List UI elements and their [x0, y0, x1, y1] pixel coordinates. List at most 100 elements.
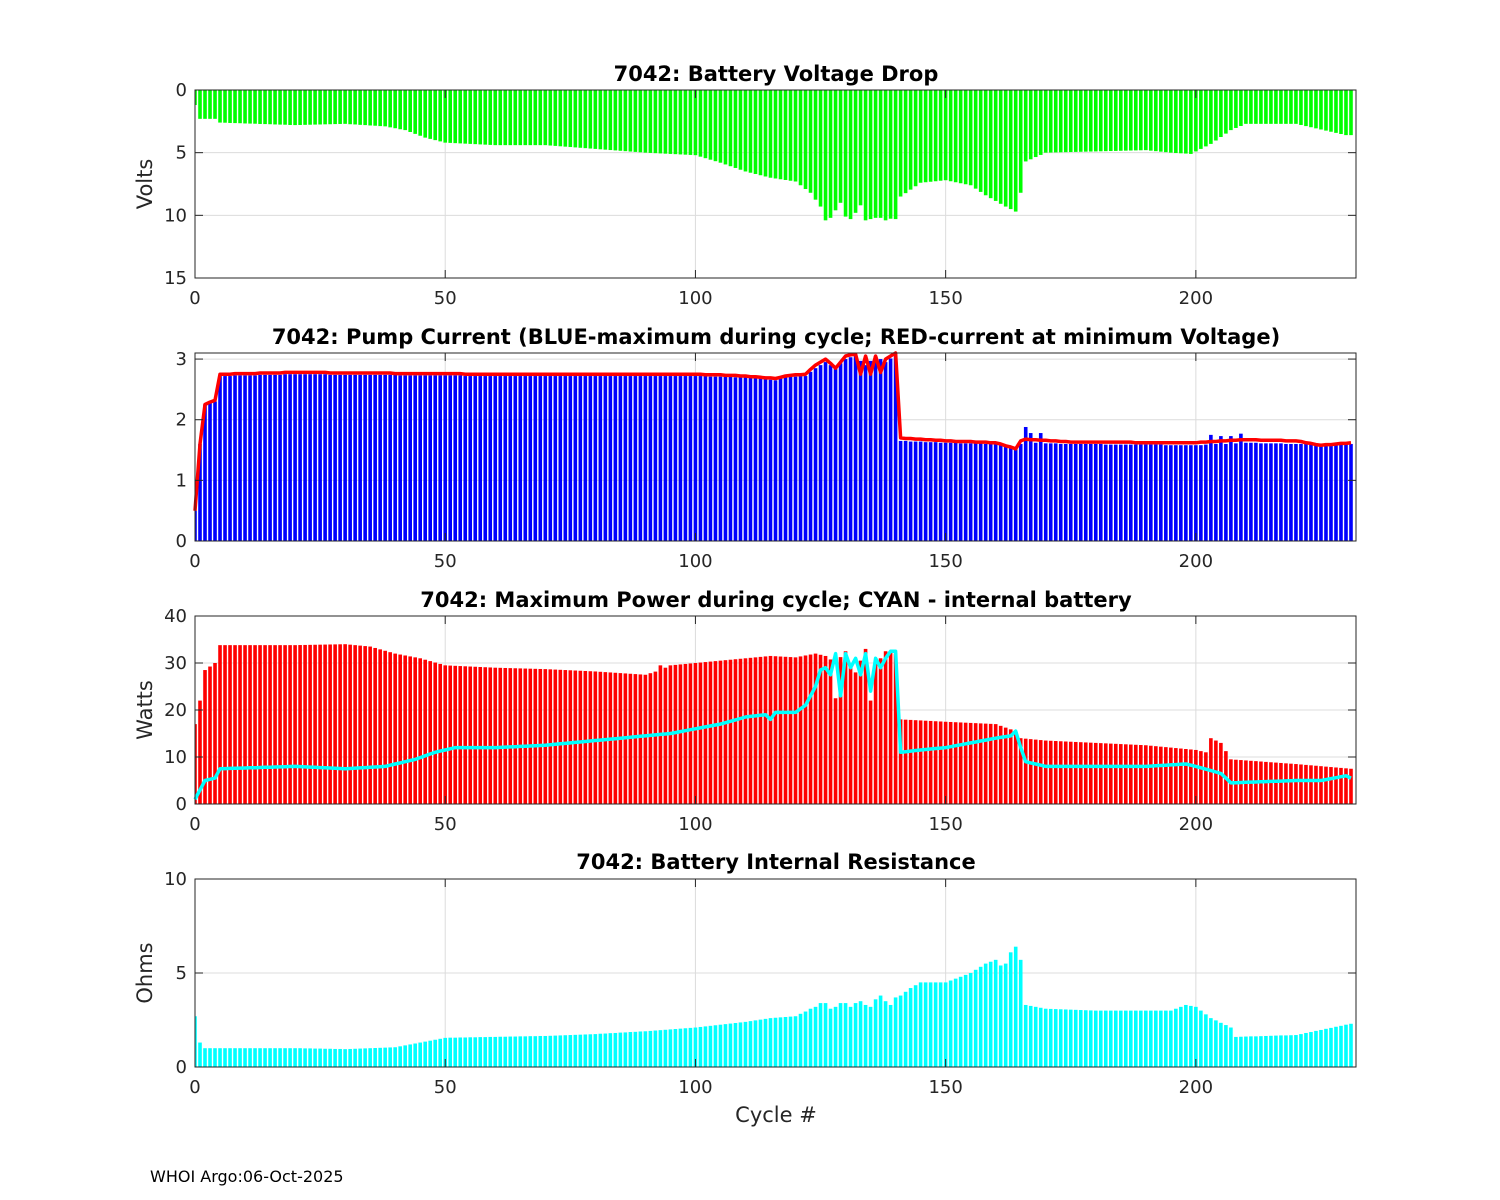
bar-cycle-17 [278, 374, 282, 541]
bar-cycle-126 [823, 655, 828, 804]
bar-cycle-202 [1204, 752, 1208, 804]
bar-cycle-76 [573, 670, 578, 804]
bar-cycle-154 [963, 974, 968, 1067]
bar-cycle-136 [873, 356, 878, 541]
bar-cycle-220 [1294, 764, 1298, 804]
bar-cycle-14 [263, 374, 267, 541]
bar-cycle-147 [928, 442, 933, 541]
bar-cycle-182 [1103, 90, 1108, 152]
bar-cycle-3 [208, 1048, 212, 1067]
bar-cycle-118 [783, 90, 788, 180]
bar-cycle-12 [253, 645, 257, 804]
bar-cycle-31 [348, 644, 352, 804]
bar-cycle-37 [378, 90, 382, 127]
panel-2-line [193, 351, 1352, 511]
bar-cycle-139 [888, 1004, 893, 1067]
bar-cycle-52 [453, 665, 458, 804]
bar-cycle-2 [203, 404, 207, 541]
bar-cycle-79 [588, 671, 593, 804]
bar-cycle-200 [1194, 1006, 1198, 1067]
bar-cycle-25 [318, 374, 322, 541]
bar-cycle-70 [543, 376, 548, 541]
bar-cycle-139 [888, 358, 893, 541]
bar-cycle-88 [633, 674, 638, 804]
bar-cycle-71 [548, 376, 553, 541]
bar-cycle-212 [1254, 442, 1258, 541]
bar-cycle-28 [333, 90, 337, 125]
bar-cycle-47 [428, 1040, 433, 1067]
bar-cycle-5 [218, 645, 222, 804]
bar-cycle-67 [528, 1036, 533, 1067]
bar-cycle-156 [973, 723, 978, 804]
bar-cycle-69 [538, 376, 543, 541]
bar-cycle-227 [1329, 1027, 1333, 1067]
bar-cycle-160 [993, 90, 998, 201]
bar-cycle-155 [968, 722, 973, 804]
bar-cycle-55 [468, 90, 473, 144]
bar-cycle-114 [763, 379, 768, 541]
bar-cycle-148 [933, 721, 938, 804]
x-tick-label: 150 [928, 814, 962, 835]
bar-cycle-82 [603, 376, 608, 541]
bar-cycle-213 [1259, 443, 1263, 541]
bar-cycle-175 [1068, 1009, 1073, 1067]
bar-cycle-186 [1124, 744, 1128, 804]
bar-cycle-122 [803, 90, 808, 190]
bar-cycle-95 [668, 90, 673, 154]
bar-cycle-134 [863, 1004, 868, 1067]
bar-cycle-16 [273, 645, 277, 804]
bar-cycle-16 [273, 90, 277, 125]
bar-cycle-144 [913, 985, 918, 1067]
bar-cycle-9 [238, 375, 242, 541]
panel-voltage-drop: 7042: Battery Voltage Drop 0 50 100 150 2000… [133, 62, 1357, 309]
bar-cycle-159 [988, 443, 993, 541]
bar-cycle-225 [1319, 766, 1323, 804]
bar-cycle-183 [1108, 743, 1113, 804]
bar-cycle-20 [293, 645, 297, 804]
bar-cycle-173 [1058, 443, 1063, 541]
bar-cycle-192 [1154, 746, 1158, 804]
bar-cycle-28 [333, 374, 337, 541]
bar-cycle-81 [598, 90, 603, 150]
bar-cycle-73 [558, 669, 563, 804]
bar-cycle-89 [638, 674, 643, 804]
bar-cycle-124 [813, 90, 818, 200]
panel-4-ylabel: Ohms [133, 942, 157, 1003]
bar-cycle-102 [703, 1026, 708, 1067]
bar-cycle-179 [1088, 1010, 1093, 1067]
bar-cycle-230 [1344, 768, 1348, 804]
bar-cycle-211 [1249, 1036, 1253, 1067]
bar-cycle-97 [678, 1028, 683, 1067]
bar-cycle-6 [223, 90, 227, 123]
bar-cycle-30 [343, 644, 347, 804]
bar-cycle-101 [698, 1026, 703, 1067]
bar-cycle-143 [908, 719, 913, 804]
bar-cycle-121 [798, 376, 803, 541]
bar-cycle-55 [468, 376, 473, 541]
bar-cycle-18 [283, 90, 287, 125]
bar-cycle-197 [1179, 90, 1183, 154]
bar-cycle-90 [643, 674, 648, 804]
bar-cycle-217 [1279, 443, 1283, 541]
bar-cycle-211 [1249, 90, 1253, 124]
bar-cycle-123 [808, 654, 813, 804]
bar-cycle-138 [883, 651, 888, 804]
bar-cycle-129 [838, 90, 843, 203]
bar-cycle-163 [1008, 952, 1013, 1067]
bar-cycle-135 [868, 360, 873, 541]
bar-cycle-42 [403, 1045, 407, 1067]
bar-cycle-47 [428, 90, 433, 139]
bar-cycle-140 [893, 653, 898, 804]
bar-cycle-190 [1144, 444, 1148, 541]
bar-cycle-148 [933, 90, 938, 182]
bar-cycle-158 [983, 90, 988, 196]
panel-4-ticks: 0 50 100 150 200 0 5 10 [164, 869, 1356, 1098]
bar-cycle-70 [543, 1035, 548, 1067]
bar-cycle-102 [703, 376, 708, 541]
bar-cycle-74 [563, 376, 568, 541]
bar-cycle-84 [613, 1032, 618, 1067]
bar-cycle-114 [763, 90, 768, 177]
bar-cycle-225 [1319, 90, 1323, 130]
bar-cycle-61 [498, 376, 503, 541]
bar-cycle-146 [923, 982, 928, 1067]
